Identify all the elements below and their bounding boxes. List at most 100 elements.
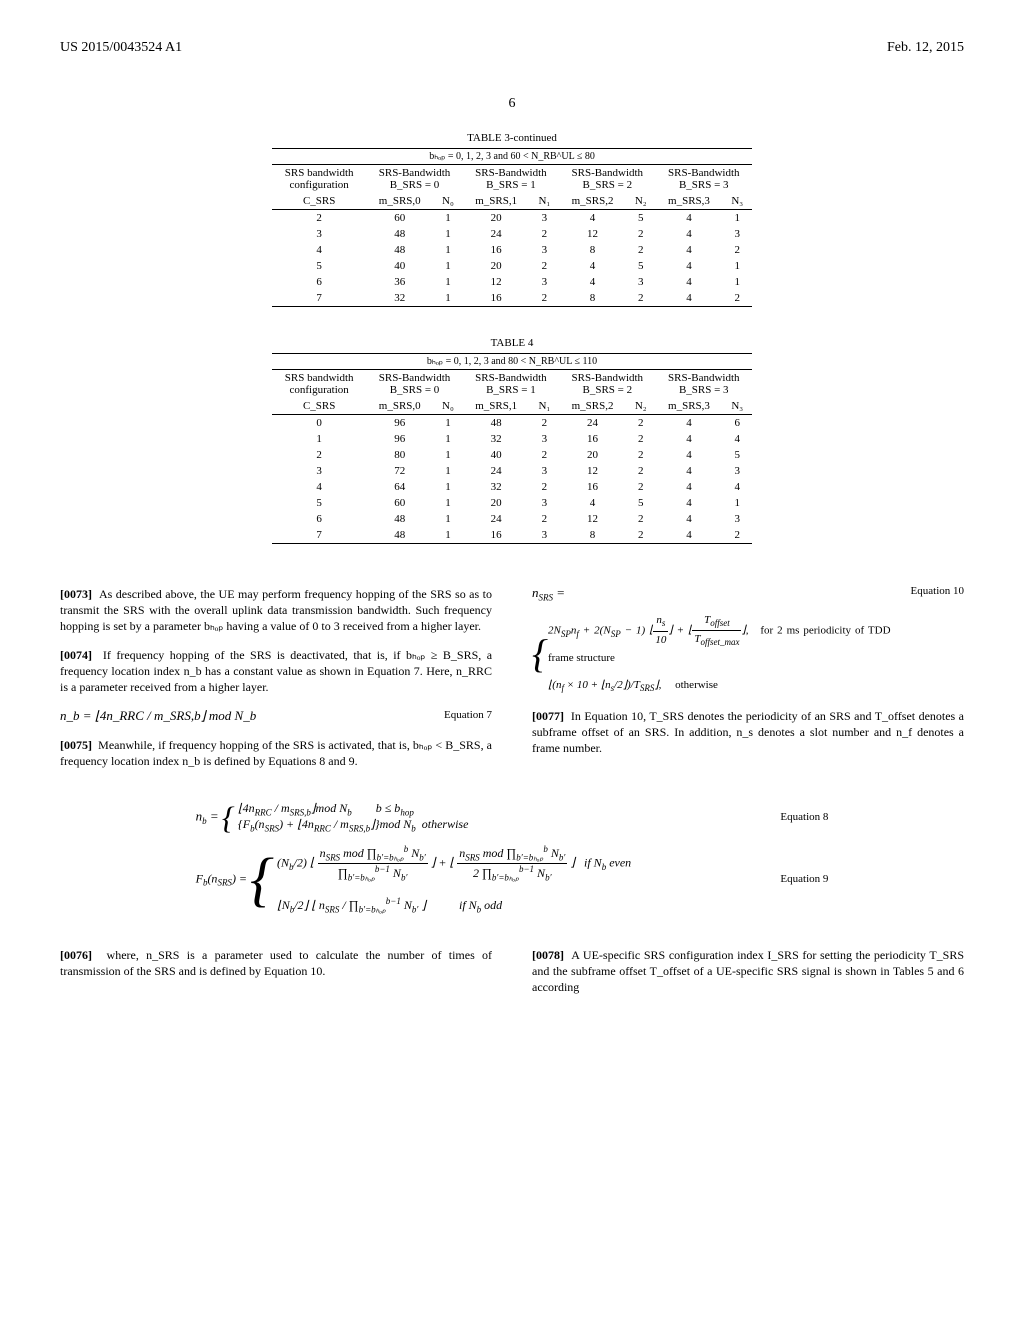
equation-7: n_b = ⌊4n_RRC / m_SRS,b⌋ mod N_b Equatio… <box>60 707 492 725</box>
patent-date: Feb. 12, 2015 <box>887 40 964 56</box>
table-cell: 32 <box>463 431 530 447</box>
table-subheader: m_SRS,2 <box>559 398 626 415</box>
table-cell: 24 <box>463 463 530 479</box>
table-cell: 4 <box>656 415 723 432</box>
table-cell: 2 <box>530 511 560 527</box>
table-cell: 3 <box>722 511 752 527</box>
table-subheader: C_SRS <box>272 193 366 210</box>
right-column-bottom: [0078] A UE-specific SRS configuration i… <box>532 935 964 1008</box>
table-cell: 4 <box>559 274 626 290</box>
table-cell: 1 <box>433 290 463 307</box>
equation-8-label: Equation 8 <box>780 811 828 823</box>
table-cell: 2 <box>530 290 560 307</box>
equation-10-label: Equation 10 <box>911 584 964 599</box>
table-cell: 4 <box>559 495 626 511</box>
table-cell: 1 <box>433 258 463 274</box>
table-cell: 1 <box>433 210 463 227</box>
patent-number: US 2015/0043524 A1 <box>60 40 182 56</box>
table-cell: 20 <box>463 210 530 227</box>
table-cell: 4 <box>722 479 752 495</box>
table-header: SRS-Bandwidth B_SRS = 1 <box>463 370 559 399</box>
left-column: [0073] As described above, the UE may pe… <box>60 574 492 781</box>
body-columns: [0073] As described above, the UE may pe… <box>60 574 964 781</box>
table-subheader: m_SRS,2 <box>559 193 626 210</box>
paragraph-0074: [0074] If frequency hopping of the SRS i… <box>60 647 492 696</box>
table-cell: 72 <box>366 463 433 479</box>
table-cell: 1 <box>433 431 463 447</box>
table-cell: 24 <box>463 511 530 527</box>
table-cell: 7 <box>272 290 366 307</box>
table-row: 096148224246 <box>272 415 752 432</box>
table-3-title: TABLE 3-continued <box>272 132 752 144</box>
table-cell: 1 <box>722 274 752 290</box>
table-row: 54012024541 <box>272 258 752 274</box>
table-cell: 12 <box>559 511 626 527</box>
table-cell: 2 <box>530 258 560 274</box>
page-header: US 2015/0043524 A1 Feb. 12, 2015 <box>60 40 964 56</box>
table-cell: 16 <box>559 431 626 447</box>
table-cell: 24 <box>559 415 626 432</box>
table-cell: 80 <box>366 447 433 463</box>
table-cell: 4 <box>272 242 366 258</box>
table-header: SRS-Bandwidth B_SRS = 2 <box>559 165 655 194</box>
table-header: SRS-Bandwidth B_SRS = 3 <box>656 370 752 399</box>
equation-9-body: Fb(nSRS) = { (Nb/2) nSRS mod ∏b′=bₕₒₚb N… <box>196 844 632 915</box>
table-cell: 8 <box>559 242 626 258</box>
table-row: 372124312243 <box>272 463 752 479</box>
table-cell: 1 <box>433 527 463 544</box>
table-row: 44811638242 <box>272 242 752 258</box>
table-cell: 48 <box>366 527 433 544</box>
table-subheader: N₃ <box>722 398 752 415</box>
table-subheader: N₁ <box>530 193 560 210</box>
table-cell: 5 <box>626 495 656 511</box>
table-cell: 1 <box>722 495 752 511</box>
table-cell: 64 <box>366 479 433 495</box>
table-cell: 48 <box>463 415 530 432</box>
table-cell: 60 <box>366 210 433 227</box>
table-cell: 2 <box>626 431 656 447</box>
equation-9-label: Equation 9 <box>780 873 828 885</box>
table-subheader: m_SRS,0 <box>366 398 433 415</box>
table-cell: 48 <box>366 511 433 527</box>
table-3-caption: bₕₒₚ = 0, 1, 2, 3 and 60 < N_RB^UL ≤ 80 <box>272 149 752 165</box>
table-cell: 48 <box>366 226 433 242</box>
table-4-content: bₕₒₚ = 0, 1, 2, 3 and 80 < N_RB^UL ≤ 110… <box>272 353 752 544</box>
paragraph-0077: [0077] In Equation 10, T_SRS denotes the… <box>532 708 964 757</box>
table-header: SRS-Bandwidth B_SRS = 0 <box>366 165 462 194</box>
table-cell: 16 <box>463 290 530 307</box>
table-row: 74811638242 <box>272 527 752 544</box>
table-cell: 1 <box>272 431 366 447</box>
table-cell: 20 <box>559 447 626 463</box>
left-column-bottom: [0076] where, n_SRS is a parameter used … <box>60 935 492 1008</box>
table-row: 196132316244 <box>272 431 752 447</box>
table-cell: 40 <box>366 258 433 274</box>
table-cell: 3 <box>530 274 560 290</box>
table-cell: 5 <box>272 258 366 274</box>
table-cell: 2 <box>272 210 366 227</box>
body-columns-bottom: [0076] where, n_SRS is a parameter used … <box>60 935 964 1008</box>
table-subheader: N₁ <box>530 398 560 415</box>
table-cell: 2 <box>626 463 656 479</box>
table-cell: 3 <box>530 463 560 479</box>
table-row: 63611234341 <box>272 274 752 290</box>
paragraph-text: where, n_SRS is a parameter used to calc… <box>60 948 492 978</box>
table-cell: 4 <box>656 210 723 227</box>
table-cell: 1 <box>433 274 463 290</box>
table-cell: 1 <box>433 226 463 242</box>
table-cell: 16 <box>463 527 530 544</box>
table-cell: 5 <box>626 258 656 274</box>
table-subheader: N₃ <box>722 193 752 210</box>
table-cell: 2 <box>626 226 656 242</box>
equation-8: nb = { ⌊4nRRC / mSRS,b⌋mod Nb b ≤ bhop {… <box>196 801 829 834</box>
table-cell: 2 <box>530 226 560 242</box>
right-column: nSRS = { 2NSPnf + 2(NSP − 1) ns10 + Toff… <box>532 574 964 781</box>
table-cell: 4 <box>656 447 723 463</box>
table-cell: 1 <box>433 415 463 432</box>
table-cell: 4 <box>559 258 626 274</box>
table-cell: 1 <box>433 511 463 527</box>
table-header: SRS-Bandwidth B_SRS = 2 <box>559 370 655 399</box>
table-cell: 1 <box>433 463 463 479</box>
table-cell: 2 <box>722 290 752 307</box>
table-subheader: N₀ <box>433 193 463 210</box>
table-cell: 4 <box>722 431 752 447</box>
